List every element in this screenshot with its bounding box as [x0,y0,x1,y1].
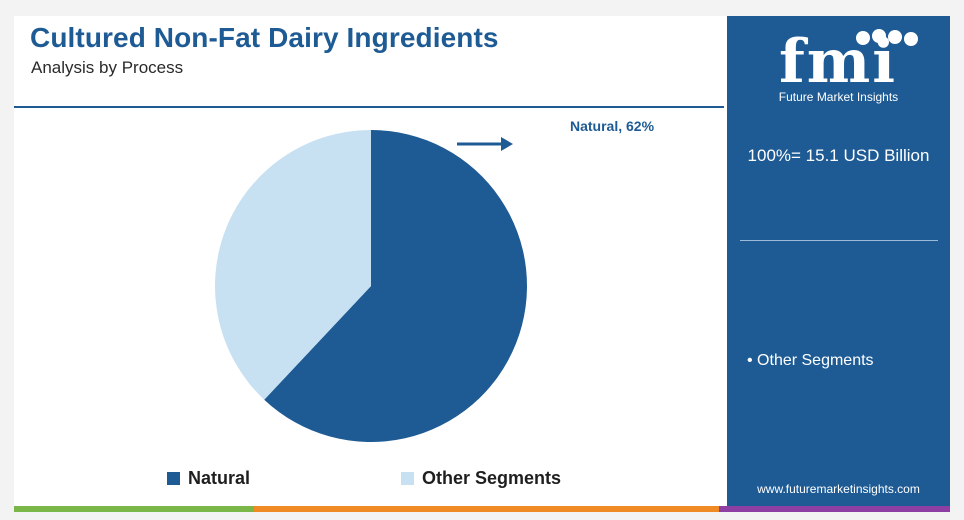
arrow-right-icon [457,137,513,151]
pie-slice-other-segments [214,130,371,400]
legend-item-other-segments: Other Segments [401,468,561,489]
fmi-logo: fmi [779,27,918,97]
page-subtitle: Analysis by Process [31,58,184,77]
website-link[interactable]: www.futuremarketinsights.com [757,482,920,496]
legend-swatch-natural [167,472,180,485]
legend-label-other-segments: Other Segments [422,468,562,488]
pie-chart [214,130,527,442]
market-total: 100%= 15.1 USD Billion [747,146,930,165]
segment-note: • Other Segments [747,352,874,369]
page-title: Cultured Non-Fat Dairy Ingredients [30,22,499,53]
bottom-color-bar [14,506,950,512]
pie-slice-natural [264,130,527,442]
report-card: Cultured Non-Fat Dairy Ingredients Analy… [14,16,950,512]
logo-subtitle: Future Market Insights [778,90,899,104]
legend-label-natural: Natural [188,468,251,488]
legend-item-natural: Natural [167,468,250,489]
info-sidebar: fmi Future Market Insights 100%= 15.1 US… [727,16,950,512]
header-divider [14,106,724,108]
sidebar-divider [740,240,938,241]
pie-callout-label: Natural, 62% [570,118,655,134]
legend-swatch-other-segments [401,472,414,485]
